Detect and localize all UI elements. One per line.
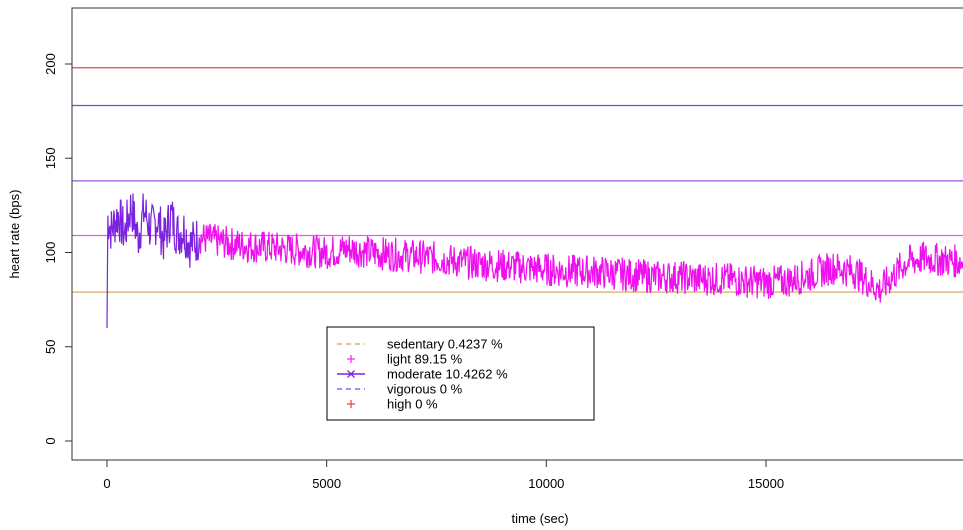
x-tick-label: 10000 [528, 476, 564, 491]
y-axis-title: heart rate (bps) [7, 190, 22, 279]
legend-item-1: sedentary 0.4237 % [337, 337, 503, 352]
legend-item-2: light 89.15 % [347, 352, 463, 367]
x-tick-label: 5000 [312, 476, 341, 491]
series-lines [106, 193, 963, 328]
series-line-light [198, 223, 963, 303]
x-tick-label: 0 [103, 476, 110, 491]
y-tick-label: 200 [43, 53, 58, 75]
plot-frame [71, 7, 963, 461]
y-tick-label: 50 [43, 340, 58, 354]
legend-label: light 89.15 % [387, 352, 463, 367]
legend-swatch [347, 400, 355, 408]
y-tick-label: 0 [43, 437, 58, 444]
y-tick-label: 150 [43, 147, 58, 169]
y-tick-label: 100 [43, 242, 58, 264]
legend-item-4: vigorous 0 % [337, 382, 463, 397]
legend: sedentary 0.4237 %light 89.15 %moderate … [326, 326, 595, 421]
x-axis-title: time (sec) [511, 511, 568, 526]
y-axis: 0 50 100 150 200 [43, 53, 72, 445]
series-line-moderate [106, 193, 200, 328]
legend-label: sedentary 0.4237 % [387, 337, 503, 352]
legend-swatch [347, 355, 355, 363]
x-tick-label: 15000 [748, 476, 784, 491]
legend-box [326, 326, 595, 421]
legend-item-5: high 0 % [347, 397, 438, 412]
x-axis: 0 5000 10000 15000 [103, 460, 784, 491]
legend-label: high 0 % [387, 397, 438, 412]
legend-swatch-marker [347, 370, 355, 378]
legend-label: vigorous 0 % [387, 382, 463, 397]
legend-item-3: moderate 10.4262 % [337, 367, 508, 382]
legend-label: moderate 10.4262 % [387, 367, 508, 382]
